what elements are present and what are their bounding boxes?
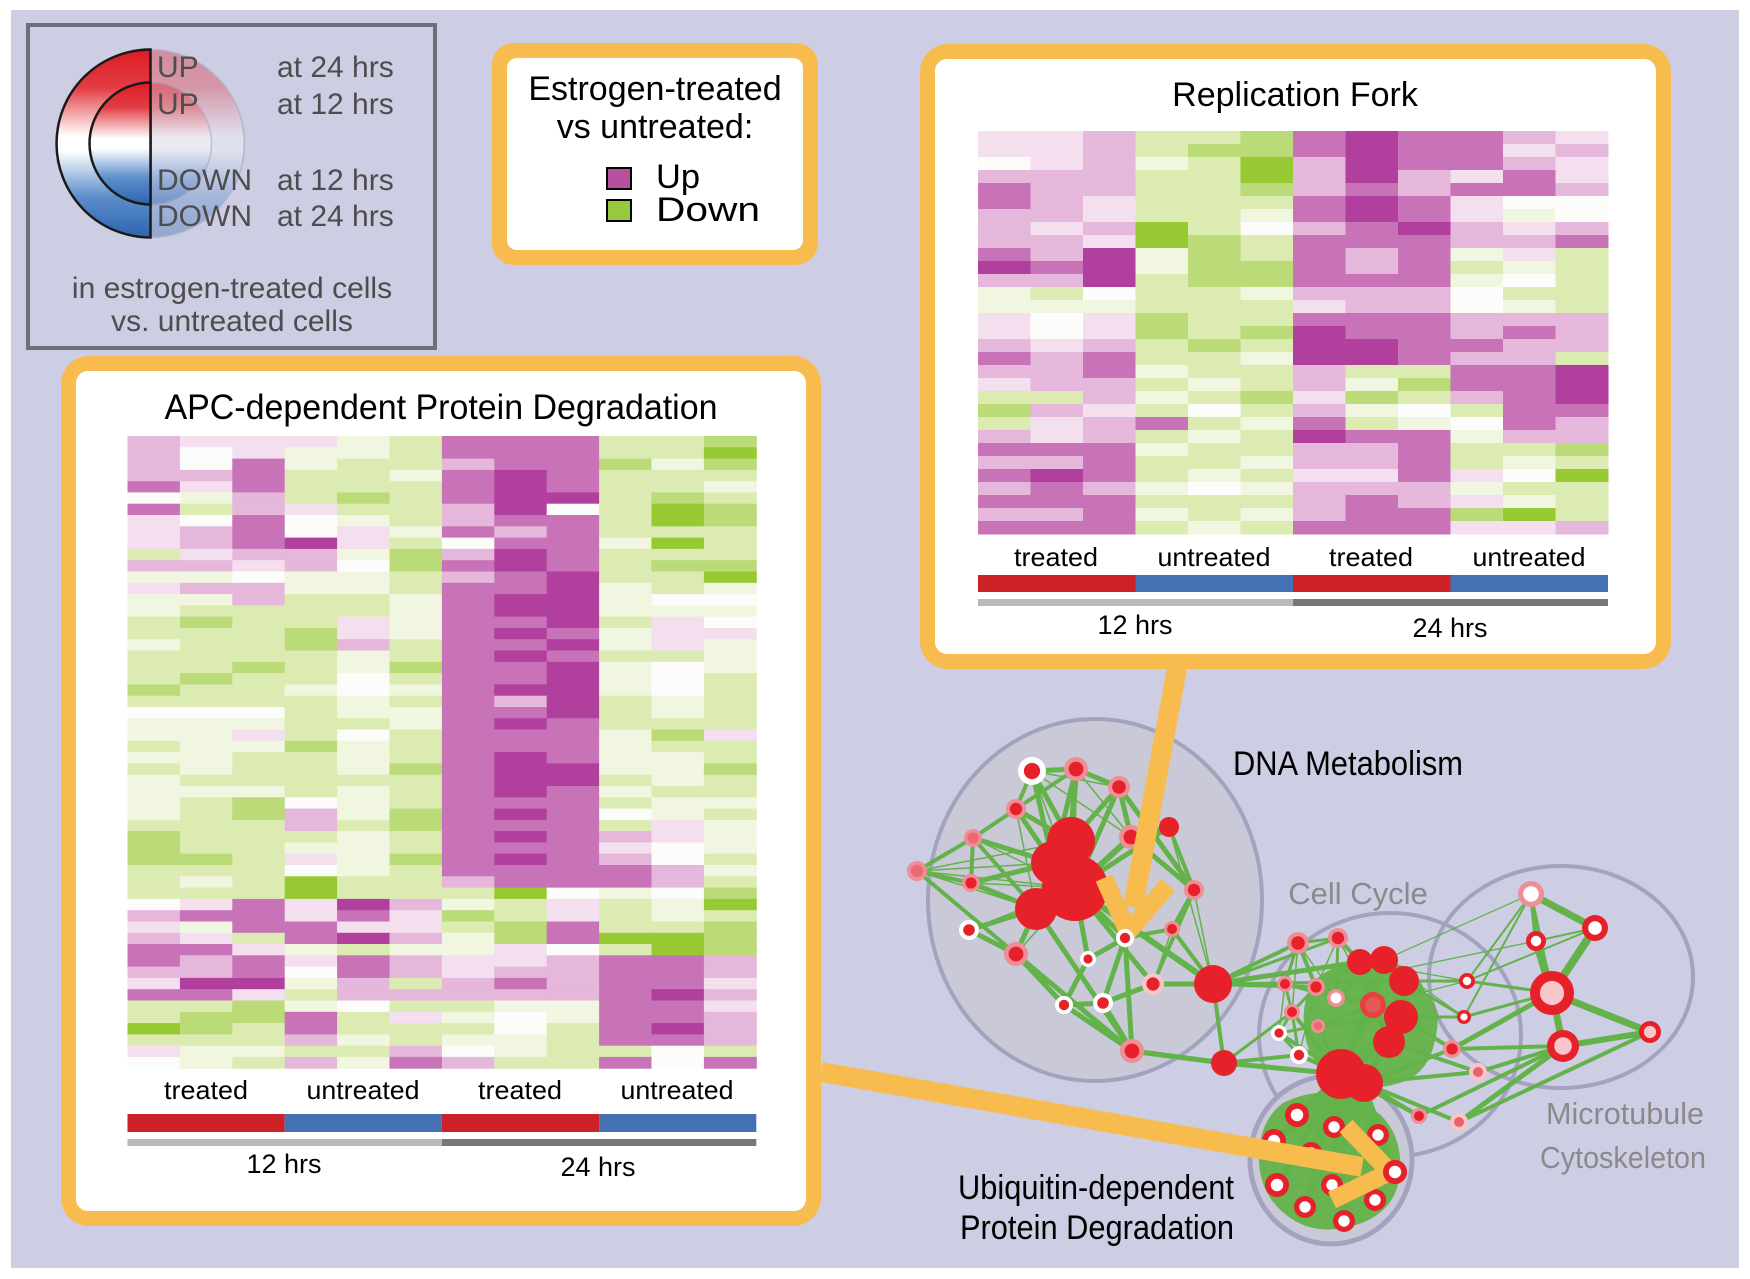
- svg-text:UP: UP: [157, 88, 199, 121]
- svg-text:untreated: untreated: [307, 1075, 420, 1105]
- svg-text:at 24 hrs: at 24 hrs: [277, 51, 394, 84]
- svg-text:12 hrs: 12 hrs: [1097, 610, 1172, 640]
- svg-text:treated: treated: [1329, 542, 1413, 572]
- svg-text:Protein Degradation: Protein Degradation: [960, 1209, 1234, 1247]
- svg-text:24 hrs: 24 hrs: [560, 1152, 635, 1182]
- svg-text:treated: treated: [1014, 542, 1098, 572]
- svg-text:treated: treated: [478, 1075, 562, 1105]
- svg-text:treated: treated: [164, 1075, 248, 1105]
- svg-text:12 hrs: 12 hrs: [246, 1149, 321, 1179]
- svg-text:DOWN: DOWN: [157, 164, 252, 197]
- svg-text:at 12 hrs: at 12 hrs: [277, 164, 394, 197]
- svg-text:Replication Fork: Replication Fork: [1172, 76, 1419, 114]
- svg-text:vs. untreated cells: vs. untreated cells: [111, 305, 353, 338]
- svg-text:Cell Cycle: Cell Cycle: [1288, 876, 1428, 911]
- svg-text:untreated: untreated: [1158, 542, 1271, 572]
- svg-text:in estrogen-treated cells: in estrogen-treated cells: [72, 272, 392, 305]
- svg-text:Down: Down: [656, 191, 760, 229]
- svg-text:untreated: untreated: [1473, 542, 1586, 572]
- svg-text:at 12 hrs: at 12 hrs: [277, 88, 394, 121]
- svg-text:DNA Metabolism: DNA Metabolism: [1233, 745, 1463, 783]
- svg-text:Cytoskeleton: Cytoskeleton: [1540, 1140, 1706, 1175]
- svg-text:DOWN: DOWN: [157, 200, 252, 233]
- svg-text:Microtubule: Microtubule: [1546, 1096, 1704, 1131]
- svg-text:Estrogen-treated: Estrogen-treated: [528, 70, 781, 108]
- svg-text:vs untreated:: vs untreated:: [557, 108, 754, 146]
- svg-text:24 hrs: 24 hrs: [1412, 613, 1487, 643]
- svg-text:APC-dependent Protein Degradat: APC-dependent Protein Degradation: [165, 388, 718, 427]
- svg-text:Ubiquitin-dependent: Ubiquitin-dependent: [958, 1169, 1234, 1207]
- svg-text:UP: UP: [157, 51, 199, 84]
- svg-text:untreated: untreated: [621, 1075, 734, 1105]
- svg-text:at 24 hrs: at 24 hrs: [277, 200, 394, 233]
- svg-text:Up: Up: [656, 158, 700, 196]
